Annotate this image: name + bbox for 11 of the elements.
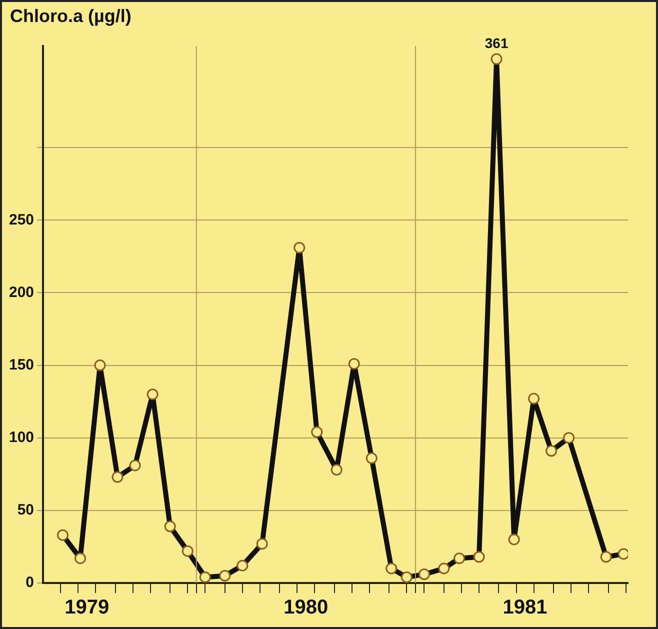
y-tick-label: 100	[8, 429, 34, 446]
y-tick-label: 50	[17, 502, 34, 519]
y-tick-label: 200	[8, 284, 34, 301]
x-tick-label: 1981	[502, 596, 548, 619]
data-label: 361	[484, 34, 508, 51]
x-tick-label: 1980	[284, 596, 328, 619]
y-axis-title: Chloro.a (µg/l)	[10, 6, 132, 27]
y-tick-label: 150	[8, 356, 34, 374]
x-tick-label: 1979	[64, 596, 110, 619]
y-tick-label: 0	[26, 574, 34, 592]
y-tick-label: 250	[8, 211, 34, 228]
